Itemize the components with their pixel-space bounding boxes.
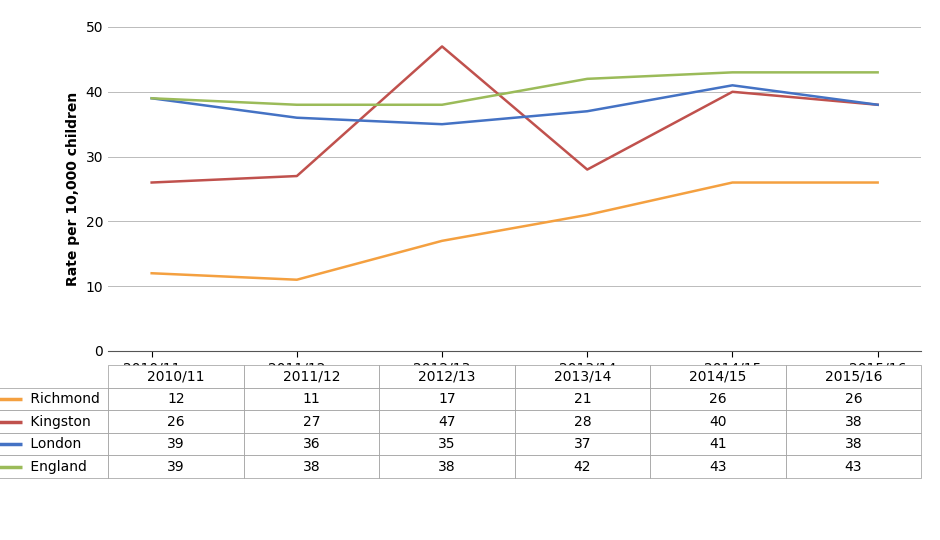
Y-axis label: Rate per 10,000 children: Rate per 10,000 children <box>66 92 80 286</box>
